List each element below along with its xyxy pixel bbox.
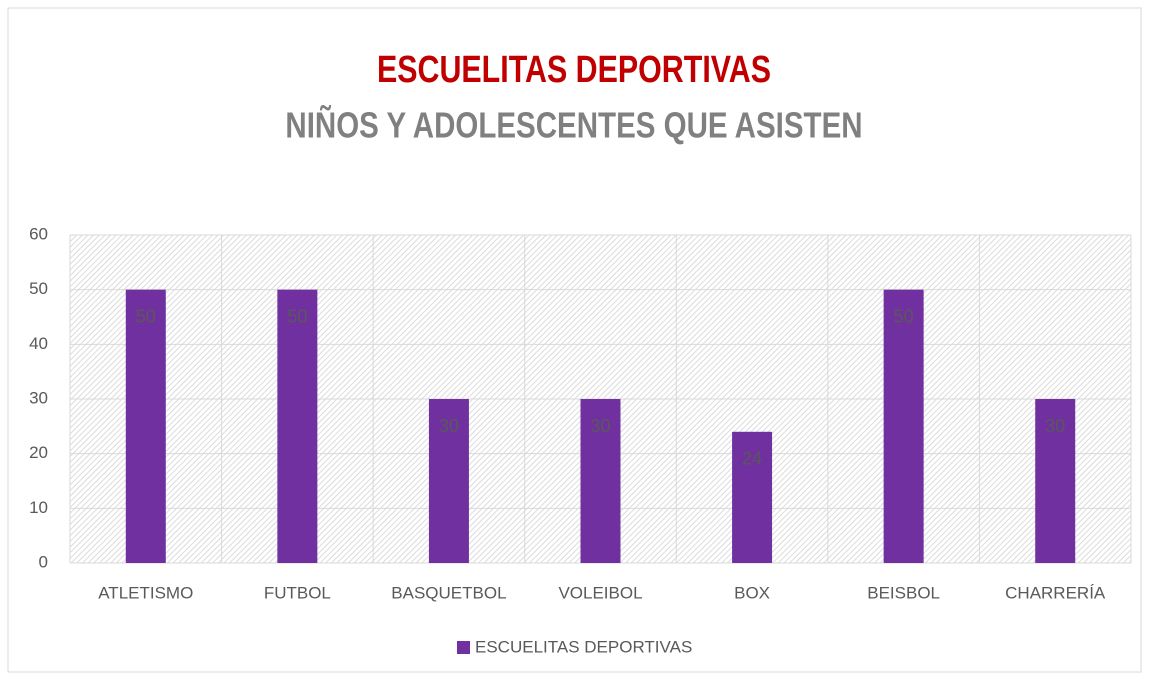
x-tick-label: BOX: [734, 583, 770, 602]
data-label: 30: [1045, 416, 1065, 436]
bar: [277, 289, 318, 563]
bar: [732, 431, 773, 563]
bar: [580, 399, 621, 563]
chart-title: ESCUELITAS DEPORTIVAS: [377, 49, 771, 91]
data-label: 50: [287, 306, 307, 326]
x-tick-label: FUTBOL: [264, 583, 331, 602]
y-tick-label: 60: [29, 224, 48, 243]
bar: [883, 289, 924, 563]
y-tick-label: 40: [29, 334, 48, 353]
bar: [125, 289, 166, 563]
legend-swatch: [457, 641, 470, 654]
data-label: 30: [590, 416, 610, 436]
x-tick-label: VOLEIBOL: [558, 583, 642, 602]
bar: [1035, 399, 1076, 563]
y-tick-label: 10: [29, 498, 48, 517]
x-tick-label: BASQUETBOL: [391, 583, 506, 602]
data-label: 50: [894, 306, 914, 326]
y-tick-label: 0: [39, 552, 48, 571]
y-tick-label: 30: [29, 388, 48, 407]
x-tick-label: BEISBOL: [867, 583, 940, 602]
y-tick-label: 50: [29, 279, 48, 298]
data-label: 24: [742, 449, 762, 469]
x-tick-label: CHARRERÍA: [1005, 583, 1106, 602]
y-tick-label: 20: [29, 443, 48, 462]
bar: [428, 399, 469, 563]
legend-label: ESCUELITAS DEPORTIVAS: [475, 637, 692, 656]
chart-subtitle: NIÑOS Y ADOLESCENTES QUE ASISTEN: [285, 105, 862, 145]
data-label: 50: [136, 306, 156, 326]
x-tick-label: ATLETISMO: [98, 583, 193, 602]
data-label: 30: [439, 416, 459, 436]
